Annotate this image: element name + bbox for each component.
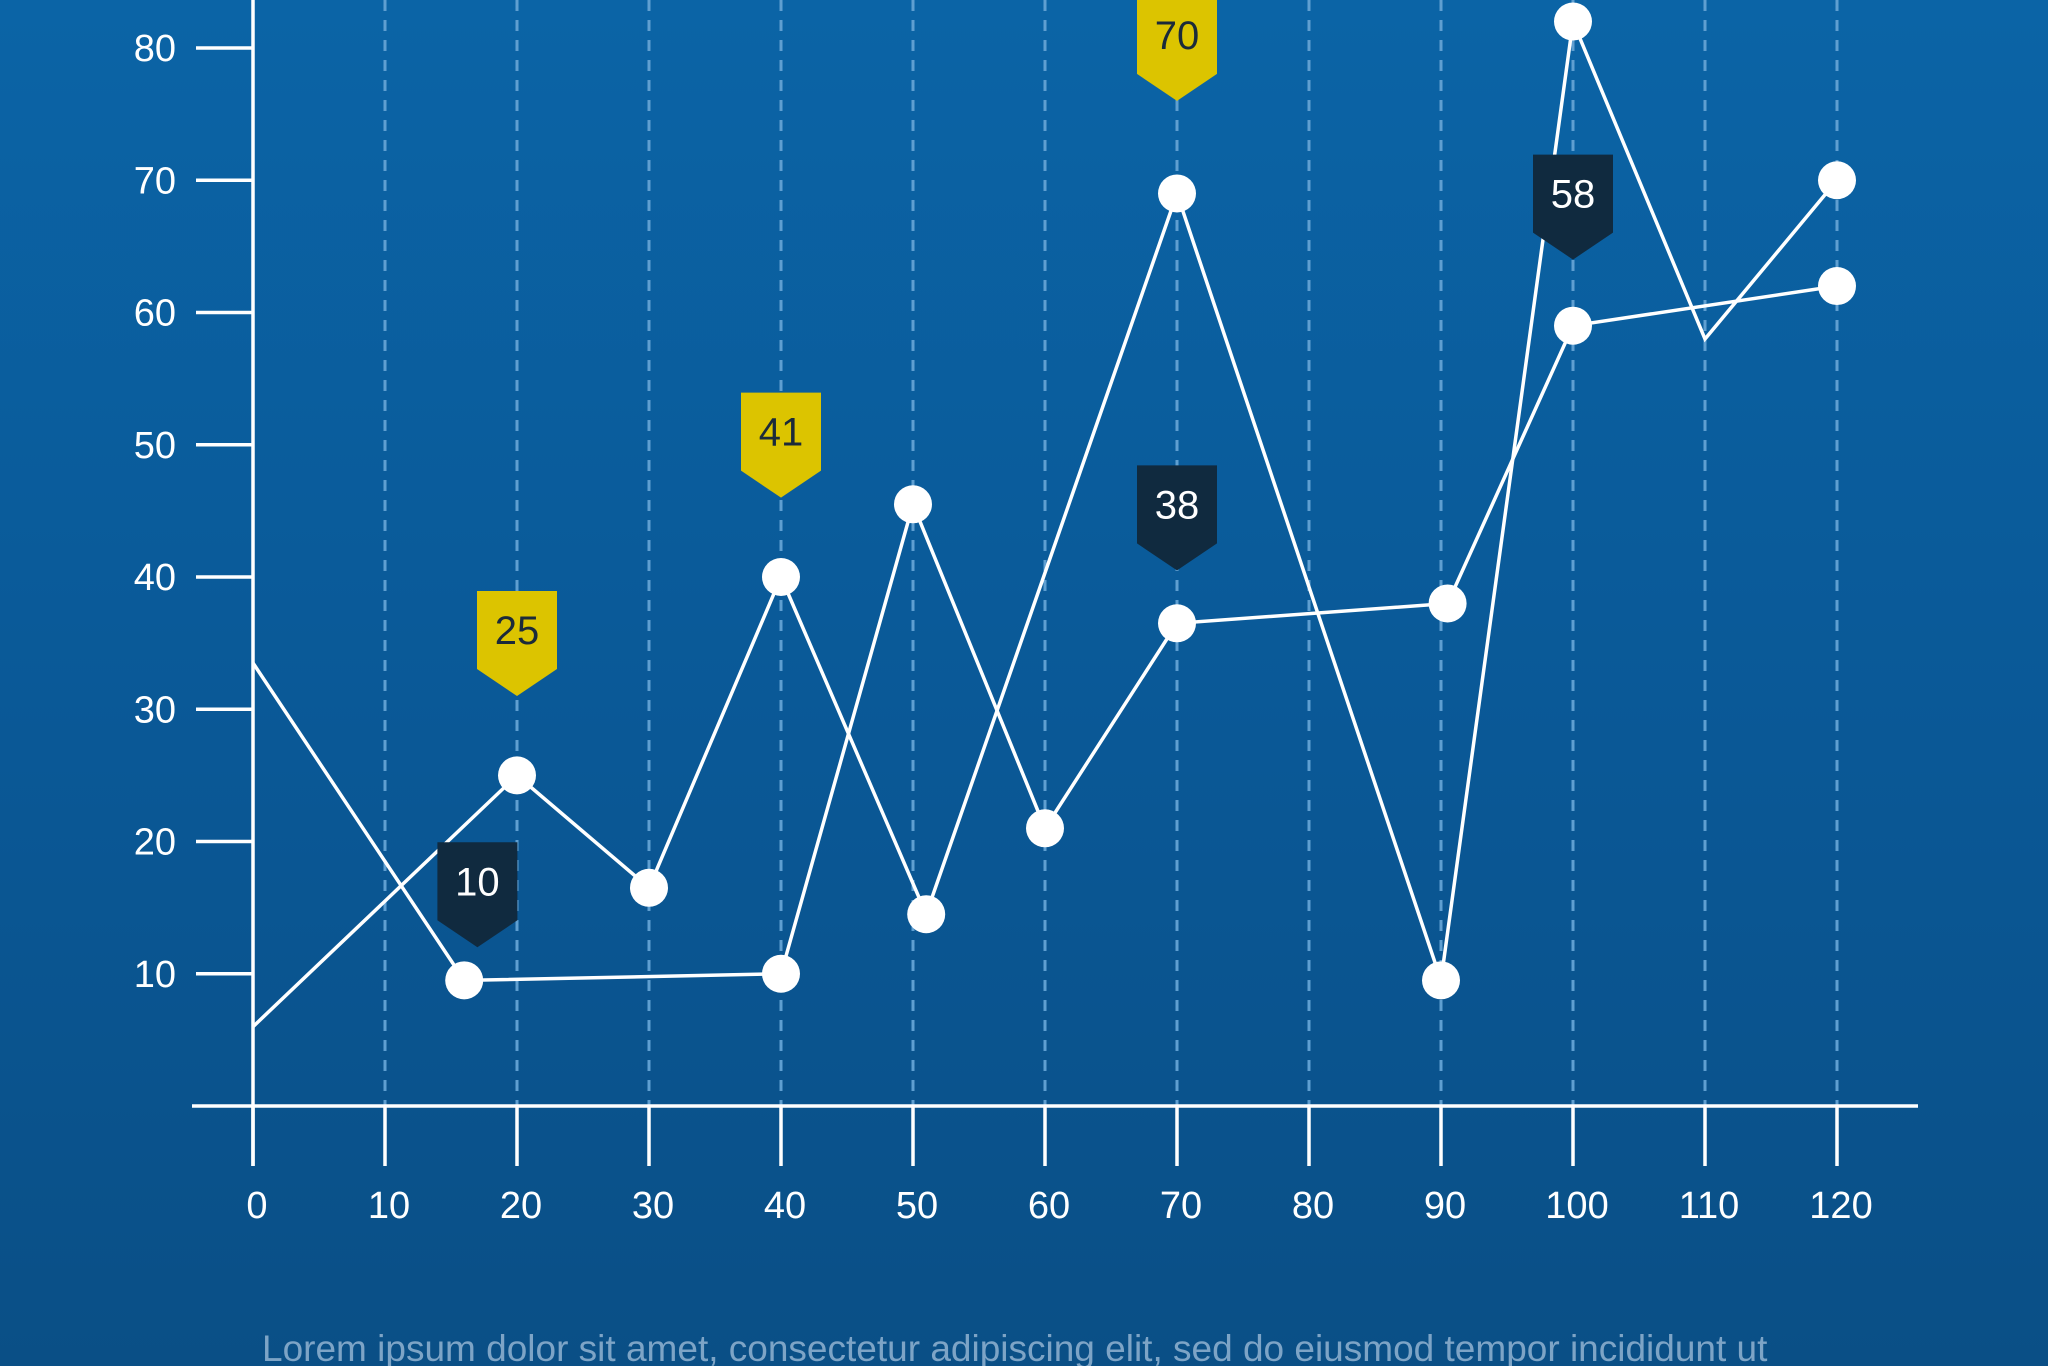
x-tick-label-120: 120 bbox=[1809, 1185, 1872, 1227]
x-tick-label-70: 70 bbox=[1160, 1185, 1202, 1227]
y-tick-label-70: 70 bbox=[134, 160, 176, 202]
y-tick-label-60: 60 bbox=[134, 293, 176, 335]
caption-area: Lorem ipsum dolor sit amet, consectetur … bbox=[262, 1328, 1768, 1366]
data-point-s1-1 bbox=[498, 756, 536, 795]
callout-tag-70 bbox=[1137, 0, 1217, 101]
x-tick-label-80: 80 bbox=[1292, 1185, 1334, 1227]
data-point-s2-8 bbox=[1818, 267, 1856, 306]
y-tick-label-10: 10 bbox=[134, 954, 176, 996]
data-point-s1-5 bbox=[1158, 174, 1196, 213]
x-tick-label-20: 20 bbox=[500, 1185, 542, 1227]
series-markers bbox=[445, 2, 1856, 1000]
x-tick-label-40: 40 bbox=[764, 1185, 806, 1227]
data-point-s1-9 bbox=[1818, 161, 1856, 200]
data-point-s2-3 bbox=[894, 485, 932, 524]
grid-lines bbox=[383, 0, 1839, 1106]
callout-label-58: 58 bbox=[1551, 173, 1596, 217]
x-tick-label-110: 110 bbox=[1679, 1185, 1740, 1227]
data-point-s2-5 bbox=[1158, 604, 1196, 643]
data-point-s2-2 bbox=[762, 954, 800, 993]
callout-label-25: 25 bbox=[495, 609, 540, 653]
callout-label-38: 38 bbox=[1155, 483, 1200, 527]
y-tick-label-40: 40 bbox=[134, 557, 176, 599]
data-point-s1-3 bbox=[762, 558, 800, 596]
x-tick-label-90: 90 bbox=[1424, 1185, 1466, 1227]
data-point-s2-1 bbox=[445, 961, 484, 1000]
x-tick-label-50: 50 bbox=[896, 1185, 938, 1227]
data-point-s2-6 bbox=[1428, 584, 1467, 623]
y-tick-label-20: 20 bbox=[134, 822, 176, 864]
callout-label-70: 70 bbox=[1155, 14, 1200, 58]
callout-label-41: 41 bbox=[759, 411, 804, 455]
x-tick-label-0: 0 bbox=[246, 1185, 267, 1227]
callout-tag-10 bbox=[437, 842, 518, 948]
x-tick-label-60: 60 bbox=[1028, 1185, 1070, 1227]
callout-tag-58 bbox=[1533, 154, 1613, 260]
callout-tag-41 bbox=[741, 392, 821, 498]
data-point-s2-7 bbox=[1554, 306, 1592, 345]
data-point-s1-7 bbox=[1554, 2, 1592, 41]
x-tick-label-100: 100 bbox=[1545, 1185, 1608, 1227]
x-tick-label-10: 10 bbox=[368, 1185, 410, 1227]
caption-text: Lorem ipsum dolor sit amet, consectetur … bbox=[262, 1328, 1768, 1366]
data-point-s1-4 bbox=[907, 895, 946, 934]
callout-tag-25 bbox=[477, 591, 557, 697]
x-tick-label-30: 30 bbox=[632, 1185, 674, 1227]
callout-tag-38 bbox=[1137, 465, 1217, 571]
series-line-1 bbox=[251, 14, 1839, 1028]
data-point-s1-6 bbox=[1422, 961, 1460, 1000]
y-tick-label-80: 80 bbox=[134, 28, 176, 70]
callout-label-10: 10 bbox=[455, 860, 500, 904]
axes: 10 20 30 40 50 60 70 80 0 10 20 30 40 50 60 70 80 90 100 11… bbox=[134, 0, 1918, 1227]
y-tick-label-30: 30 bbox=[134, 689, 176, 731]
y-tick-label-50: 50 bbox=[134, 425, 176, 467]
value-callouts: 25 41 70 10 38 58 bbox=[437, 0, 1613, 948]
data-point-s2-4 bbox=[1026, 809, 1064, 848]
data-point-s1-2 bbox=[630, 868, 668, 907]
